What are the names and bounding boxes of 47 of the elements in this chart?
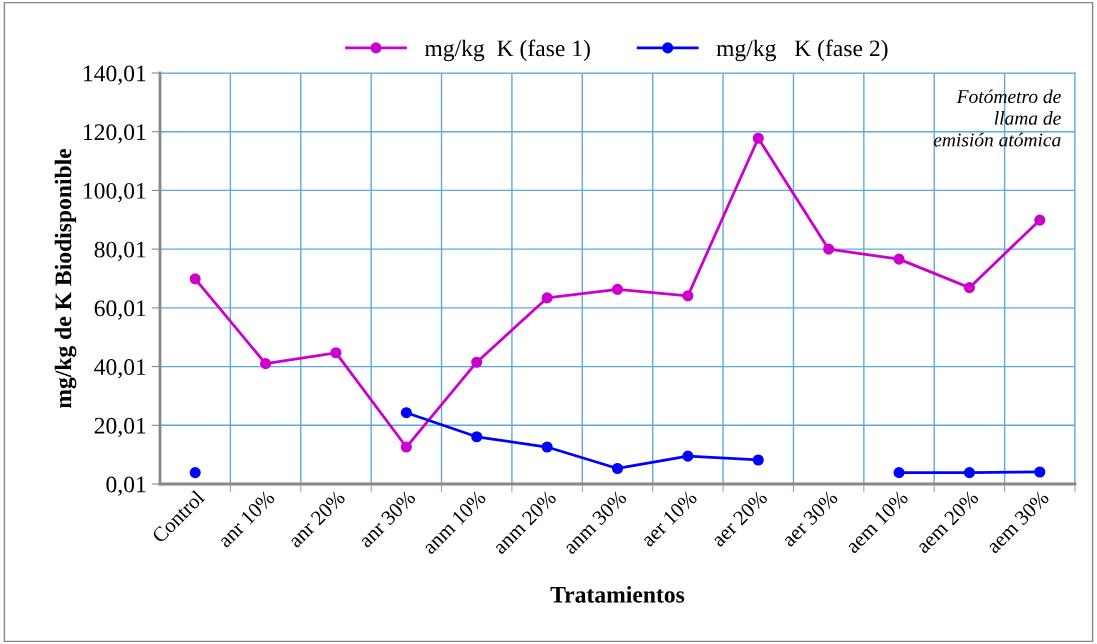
point	[260, 358, 272, 370]
y-tick-label: 140,01	[83, 65, 146, 85]
x-tick-label: anr 10%	[217, 489, 276, 549]
point	[823, 243, 835, 255]
y-tick-label: 120,01	[83, 124, 146, 144]
x-tick-label: aer 10%	[640, 489, 698, 548]
y-tick-label: 60,01	[94, 300, 146, 320]
x-axis-title: Tratamientos	[550, 586, 685, 603]
y-axis-title: mg/kg de K Biodisponible	[54, 148, 77, 409]
x-tick-label: aer 30%	[780, 489, 839, 548]
y-tick-label: 80,01	[94, 241, 146, 261]
x-tick-label: aem 20%	[915, 489, 980, 554]
y-tick-label: 100,01	[83, 182, 146, 203]
x-tick-label: aer 20%	[710, 489, 769, 548]
point	[189, 467, 201, 479]
x-tick-label: anm 10%	[421, 489, 487, 555]
point	[541, 292, 553, 304]
y-tick-label: 20,01	[94, 417, 146, 438]
point	[893, 253, 905, 265]
x-tick-label: anm 30%	[562, 489, 628, 555]
y-tick-label: 0,01	[106, 476, 146, 496]
point	[189, 273, 201, 285]
point	[893, 467, 905, 479]
x-tick-label: anr 30%	[357, 489, 417, 549]
point	[541, 441, 553, 453]
x-tick-label: aem 30%	[985, 489, 1050, 554]
point	[1034, 466, 1046, 478]
point	[611, 462, 624, 475]
point	[400, 441, 412, 453]
point	[611, 283, 624, 295]
point	[752, 454, 764, 466]
y-tick-label: 40,01	[94, 359, 146, 379]
legend-label: mg/kg K (fase 2)	[716, 39, 888, 62]
point	[471, 356, 483, 368]
x-tick-label: aem 10%	[844, 489, 909, 554]
point	[471, 431, 483, 443]
point	[682, 290, 694, 302]
point	[752, 132, 764, 144]
point	[1034, 214, 1046, 226]
point	[330, 347, 342, 359]
x-tick-label: anm 20%	[492, 489, 558, 555]
point	[963, 282, 975, 294]
point	[963, 467, 975, 479]
legend-label: mg/kg K (fase 1)	[424, 39, 590, 62]
point	[682, 450, 694, 462]
x-tick-label: anr 20%	[287, 489, 346, 549]
point	[400, 407, 412, 419]
